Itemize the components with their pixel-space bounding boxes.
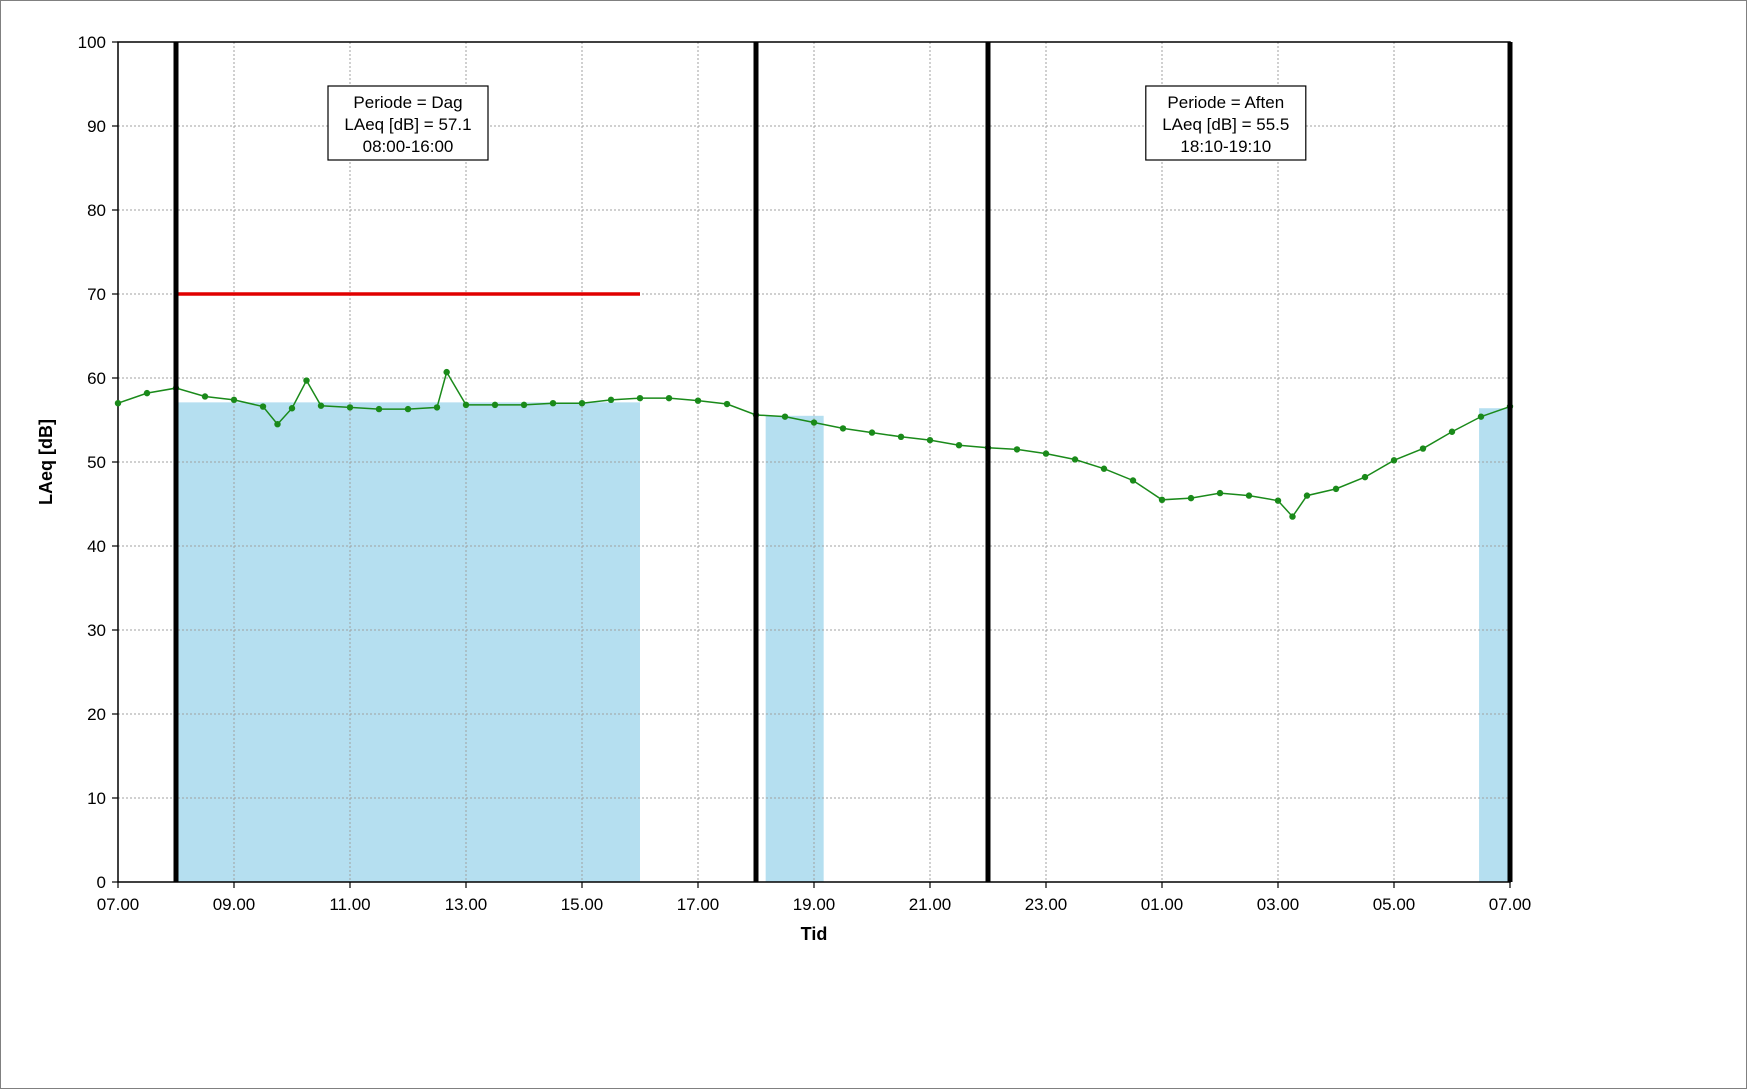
data-point [1159, 497, 1165, 503]
annotation-laeq: LAeq [dB] = 55.5 [1162, 115, 1289, 134]
data-point [1449, 429, 1455, 435]
data-point [608, 397, 614, 403]
shaded-interval-0 [176, 402, 640, 882]
data-point [1130, 477, 1136, 483]
data-point [1478, 413, 1484, 419]
data-point [1217, 490, 1223, 496]
data-point [443, 369, 449, 375]
x-tick-label: 07.00 [1489, 895, 1532, 914]
data-point [1289, 513, 1295, 519]
data-point [1362, 474, 1368, 480]
data-point [405, 406, 411, 412]
data-point [695, 397, 701, 403]
x-tick-label: 11.00 [329, 895, 370, 914]
data-point [579, 400, 585, 406]
x-tick-label: 03.00 [1257, 895, 1300, 914]
shaded-interval-1 [766, 416, 824, 882]
data-point [724, 401, 730, 407]
data-point [144, 390, 150, 396]
data-point [376, 406, 382, 412]
x-axis-ticks: 07.00 09.00 11.00 13.00 15.00 17.00 19.00 21.00… [97, 882, 1532, 914]
data-point [869, 429, 875, 435]
data-point [550, 400, 556, 406]
x-axis-title: Tid [801, 924, 828, 944]
data-point [1101, 466, 1107, 472]
annotation-time: 08:00-16:00 [363, 137, 454, 156]
shaded-interval-2 [1479, 408, 1508, 882]
y-axis-ticks: 0 10 20 30 40 50 60 70 80 90 100 [78, 33, 118, 892]
data-point [811, 419, 817, 425]
y-tick-label: 20 [87, 705, 106, 724]
data-point [666, 395, 672, 401]
y-axis-title: LAeq [dB] [36, 419, 56, 505]
data-point [898, 434, 904, 440]
data-point [927, 437, 933, 443]
data-point [782, 413, 788, 419]
x-tick-label: 21.00 [909, 895, 952, 914]
data-point [840, 425, 846, 431]
annotation-period: Periode = Aften [1167, 93, 1284, 112]
y-tick-label: 70 [87, 285, 106, 304]
x-tick-label: 23.00 [1025, 895, 1068, 914]
shaded-periods [176, 402, 1508, 882]
x-tick-label: 15.00 [561, 895, 604, 914]
data-point [115, 400, 121, 406]
data-point [492, 402, 498, 408]
x-tick-label: 19.00 [793, 895, 836, 914]
data-point [521, 402, 527, 408]
data-point [274, 421, 280, 427]
y-tick-label: 80 [87, 201, 106, 220]
y-tick-label: 0 [97, 873, 106, 892]
y-tick-label: 60 [87, 369, 106, 388]
data-point [289, 405, 295, 411]
data-point [637, 395, 643, 401]
y-tick-label: 100 [78, 33, 106, 52]
data-point [1275, 497, 1281, 503]
data-point [1333, 486, 1339, 492]
y-tick-label: 40 [87, 537, 106, 556]
x-tick-label: 13.00 [445, 895, 488, 914]
x-tick-label: 07.00 [97, 895, 140, 914]
data-point [1420, 445, 1426, 451]
data-point [956, 442, 962, 448]
data-point [463, 402, 469, 408]
data-point [1014, 446, 1020, 452]
data-point [347, 404, 353, 410]
x-tick-label: 05.00 [1373, 895, 1416, 914]
data-point [318, 403, 324, 409]
data-point [1304, 492, 1310, 498]
x-tick-label: 09.00 [213, 895, 256, 914]
data-point [1043, 450, 1049, 456]
y-tick-label: 90 [87, 117, 106, 136]
period-annotations: Periode = Dag LAeq [dB] = 57.1 08:00-16:00… [328, 86, 1747, 160]
data-point [434, 404, 440, 410]
y-tick-label: 10 [87, 789, 106, 808]
data-point [1072, 456, 1078, 462]
data-point [1391, 457, 1397, 463]
annotation-time: 18:10-19:10 [1180, 137, 1271, 156]
y-tick-label: 50 [87, 453, 106, 472]
annotation-period: Periode = Dag [353, 93, 462, 112]
data-point [1246, 492, 1252, 498]
x-tick-label: 01.00 [1141, 895, 1184, 914]
data-point [1188, 495, 1194, 501]
annotation-laeq: LAeq [dB] = 57.1 [344, 115, 471, 134]
data-point [231, 397, 237, 403]
data-point [202, 393, 208, 399]
y-tick-label: 30 [87, 621, 106, 640]
x-tick-label: 17.00 [677, 895, 720, 914]
data-point [303, 377, 309, 383]
data-point [260, 403, 266, 409]
